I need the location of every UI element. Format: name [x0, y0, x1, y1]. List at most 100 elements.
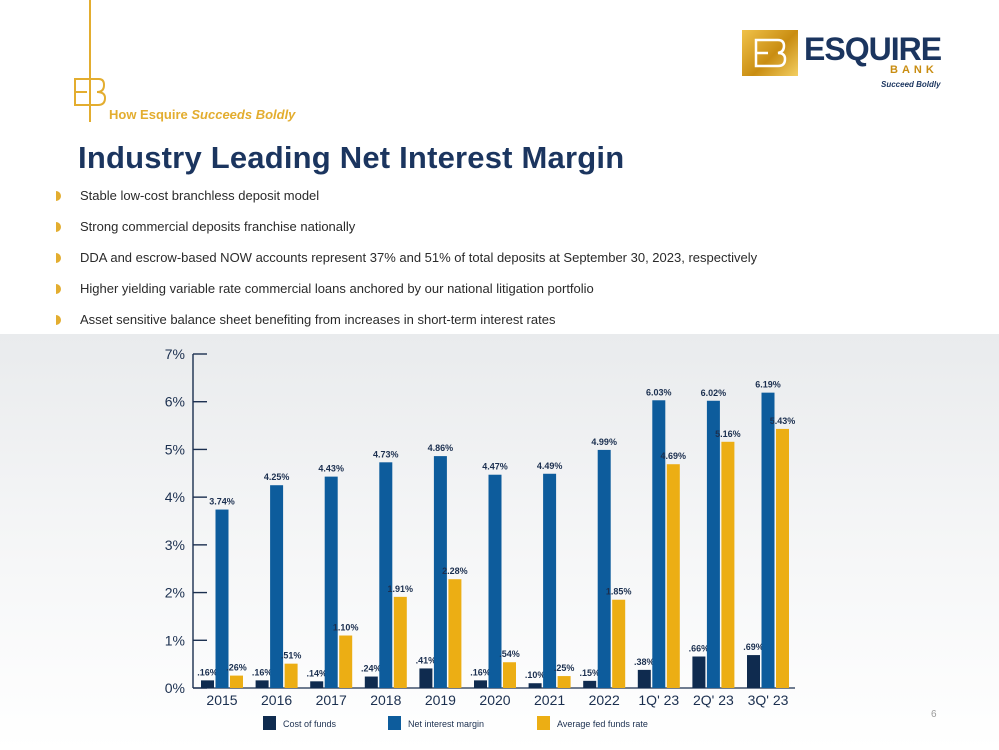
legend-label: Net interest margin: [408, 719, 484, 729]
data-label: .16%: [252, 667, 273, 677]
esquire-logo-mark: [742, 30, 798, 76]
y-tick-label: 4%: [165, 489, 185, 505]
y-tick-label: 7%: [165, 346, 185, 362]
data-label: .69%: [743, 642, 764, 652]
bar-net-interest-margin: [597, 449, 611, 688]
data-label: 4.25%: [264, 472, 290, 482]
legend-swatch: [537, 716, 550, 730]
y-tick-label: 1%: [165, 632, 185, 648]
bar-cost-of-funds: [419, 668, 433, 688]
data-label: .16%: [197, 667, 218, 677]
data-label: 1.85%: [606, 587, 632, 597]
x-tick-label: 2021: [534, 692, 565, 708]
page-number: 6: [931, 709, 937, 720]
data-label: 1.10%: [333, 623, 359, 633]
bar-net-interest-margin: [488, 474, 502, 688]
bullet-icon: [56, 284, 61, 294]
bullet-icon: [56, 315, 61, 325]
bullet-list: Stable low-cost branchless deposit model…: [56, 187, 757, 342]
bar-cost-of-funds: [201, 680, 214, 688]
bullet-icon: [56, 253, 61, 263]
data-label: 4.69%: [661, 451, 687, 461]
legend-label: Average fed funds rate: [557, 719, 648, 729]
bar-fed-funds: [230, 675, 243, 688]
data-label: 3.74%: [209, 497, 235, 507]
data-label: 5.43%: [770, 416, 796, 426]
data-label: 4.43%: [318, 464, 344, 474]
data-label: 6.03%: [646, 387, 672, 397]
nim-bar-chart: 0% 1% 2% 3% 4% 5% 6% 7% .16% .16% .14% .24% .41% .16%…: [165, 346, 796, 730]
bar-net-interest-margin: [433, 456, 447, 688]
data-label: .66%: [689, 644, 710, 654]
bar-cost-of-funds: [583, 680, 597, 688]
x-tick-label: 2017: [316, 692, 347, 708]
data-label: 4.86%: [428, 443, 454, 453]
x-tick-label: 2022: [589, 692, 620, 708]
data-label: .41%: [416, 655, 437, 665]
bar-cost-of-funds: [255, 680, 269, 688]
bar-fed-funds: [393, 596, 407, 688]
bar-fed-funds: [721, 441, 735, 688]
bar-fed-funds: [776, 428, 789, 688]
bar-net-interest-margin: [270, 485, 284, 688]
bar-cost-of-funds: [474, 680, 487, 688]
bullet-item: Stable low-cost branchless deposit model: [56, 187, 757, 218]
tagline-italic: Succeeds Boldly: [191, 107, 296, 122]
data-label: .38%: [634, 657, 655, 667]
x-tick-label: 3Q' 23: [748, 692, 789, 708]
bullet-text: Asset sensitive balance sheet benefiting…: [80, 312, 556, 327]
data-label: 1.91%: [388, 584, 414, 594]
y-tick-label: 3%: [165, 537, 185, 553]
bar-net-interest-margin: [543, 473, 557, 688]
bullet-item: DDA and escrow-based NOW accounts repres…: [56, 249, 757, 280]
data-label: 4.49%: [537, 461, 563, 471]
accent-line: [89, 0, 91, 122]
bar-net-interest-margin: [652, 400, 666, 688]
bar-fed-funds: [448, 579, 462, 688]
bullet-text: Higher yielding variable rate commercial…: [80, 281, 594, 296]
bar-cost-of-funds: [310, 681, 324, 688]
bar-net-interest-margin: [706, 400, 720, 688]
bullet-item: Asset sensitive balance sheet benefiting…: [56, 311, 757, 342]
data-label: .15%: [579, 668, 600, 678]
eb-logo-icon: [754, 38, 787, 68]
data-label: 4.73%: [373, 449, 399, 459]
bar-cost-of-funds: [364, 676, 378, 688]
data-label: 6.02%: [701, 388, 727, 398]
bullet-text: Strong commercial deposits franchise nat…: [80, 219, 356, 234]
bullet-item: Strong commercial deposits franchise nat…: [56, 218, 757, 249]
bar-fed-funds: [284, 663, 298, 688]
data-label: 5.16%: [715, 429, 741, 439]
data-label: .14%: [306, 668, 327, 678]
legend-label: Cost of funds: [283, 719, 337, 729]
bar-fed-funds: [339, 635, 353, 688]
bar-fed-funds: [557, 676, 571, 688]
data-label: .25%: [554, 663, 575, 673]
bar-cost-of-funds: [692, 656, 706, 688]
data-label: .16%: [470, 667, 491, 677]
bullet-text: Stable low-cost branchless deposit model: [80, 188, 320, 203]
tagline: How Esquire Succeeds Boldly: [109, 107, 295, 122]
bullet-icon: [56, 222, 61, 232]
y-tick-label: 5%: [165, 441, 185, 457]
x-tick-label: 1Q' 23: [638, 692, 679, 708]
x-tick-label: 2019: [425, 692, 456, 708]
bar-cost-of-funds: [528, 683, 542, 688]
page-title: Industry Leading Net Interest Margin: [78, 140, 625, 175]
bar-net-interest-margin: [379, 462, 393, 688]
logo-bank-text: BANK: [890, 64, 938, 76]
x-tick-label: 2020: [479, 692, 510, 708]
tagline-prefix: How Esquire: [109, 107, 188, 122]
data-label: .10%: [525, 670, 546, 680]
eb-monogram-icon: [74, 78, 106, 106]
bullet-item: Higher yielding variable rate commercial…: [56, 280, 757, 311]
x-tick-label: 2Q' 23: [693, 692, 734, 708]
bullet-text: DDA and escrow-based NOW accounts repres…: [80, 250, 758, 265]
y-tick-label: 0%: [165, 680, 185, 696]
legend-swatch: [263, 716, 276, 730]
bar-cost-of-funds: [747, 655, 760, 688]
data-label: 2.28%: [442, 566, 468, 576]
logo-wordmark: ESQUIRE: [804, 31, 942, 67]
data-label: 4.99%: [591, 437, 617, 447]
bar-fed-funds: [612, 599, 626, 688]
